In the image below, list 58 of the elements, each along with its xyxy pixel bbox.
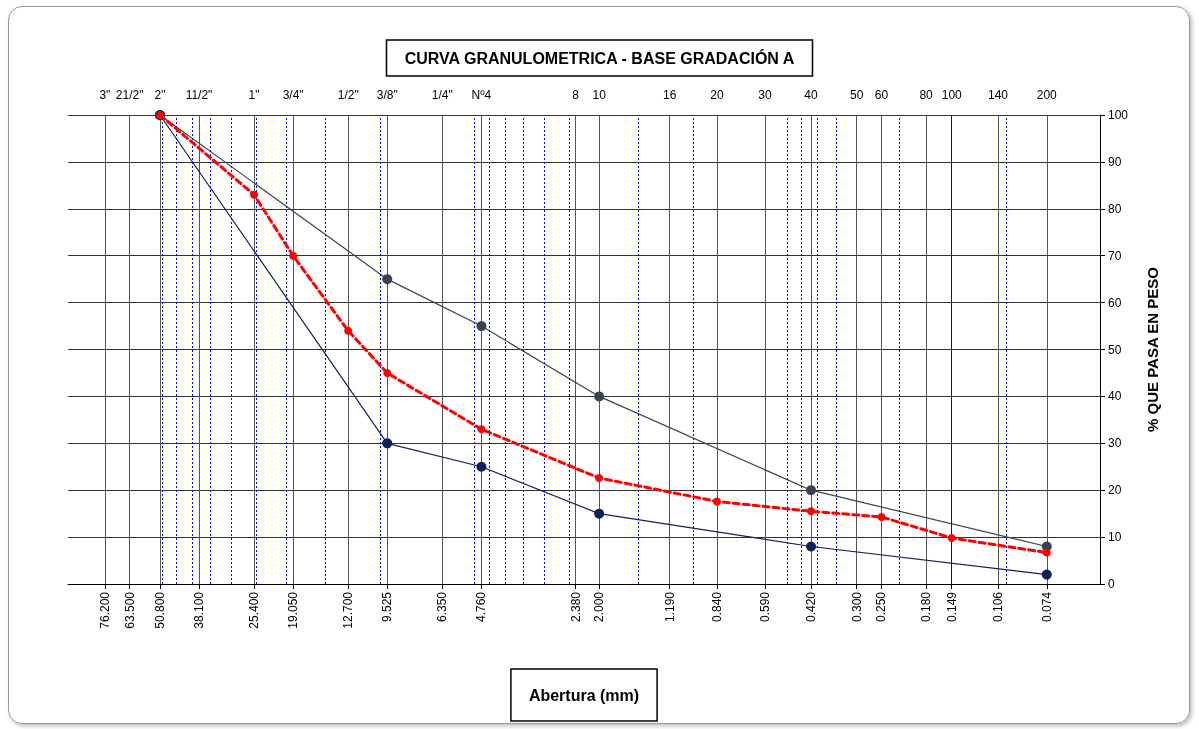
y-tick-label: 0 xyxy=(1108,577,1115,591)
text: 16 xyxy=(662,88,677,102)
y-tick-label: 20 xyxy=(1108,483,1122,498)
y-tick-label: 40 xyxy=(1108,389,1122,404)
x-tick-label: 0.250 xyxy=(874,591,889,623)
text: 50 xyxy=(850,88,864,102)
x-tick-label: 1.190 xyxy=(662,591,677,623)
text: 8 xyxy=(572,88,580,102)
x-tick-label: 19.050 xyxy=(286,591,301,629)
x-tick-label: 0.590 xyxy=(757,591,772,623)
text: 21/2" xyxy=(115,88,144,102)
y-tick-label: 50 xyxy=(1108,342,1122,357)
y-tick-label: 10 xyxy=(1108,530,1122,545)
x-tick-label: 0.149 xyxy=(944,591,959,623)
text: 30 xyxy=(758,88,772,102)
x-tick-label: 63.500 xyxy=(122,591,137,629)
text: 60 xyxy=(874,88,889,102)
y-tick-label: 60 xyxy=(1108,295,1122,310)
text: 10 xyxy=(592,88,607,102)
text: 40 xyxy=(804,88,819,102)
x-tick-label: 9.525 xyxy=(380,591,395,623)
text: 3/4" xyxy=(282,88,304,102)
y-tick-label: 100 xyxy=(1108,108,1129,122)
text: 1" xyxy=(248,88,260,102)
text: 20 xyxy=(710,88,724,102)
text: 80 xyxy=(919,88,934,102)
text: 2" xyxy=(154,88,166,102)
x-tick-label: 4.760 xyxy=(474,591,489,623)
x-tick-label: 38.100 xyxy=(192,591,207,629)
chart-title: CURVA GRANULOMETRICA - BASE GRADACIÓN A xyxy=(404,48,795,67)
x-tick-label: 2.000 xyxy=(592,591,607,623)
y-tick-label: 80 xyxy=(1108,201,1122,216)
x-tick-label: 0.106 xyxy=(990,591,1005,623)
x-tick-label: 2.380 xyxy=(568,591,583,623)
x-tick-label: 0.420 xyxy=(804,591,819,623)
x-tick-label: 12.700 xyxy=(341,591,356,629)
text: 1/2" xyxy=(337,88,359,102)
y-axis-title: % QUE PASA EN PESO xyxy=(1144,266,1161,433)
y-tick-label: 30 xyxy=(1108,436,1122,451)
x-tick-label: 0.074 xyxy=(1039,591,1054,623)
x-tick-label: 25.400 xyxy=(247,591,262,629)
x-tick-label: 76.200 xyxy=(97,591,112,629)
text: 3/8" xyxy=(376,88,398,102)
x-tick-label: 50.800 xyxy=(152,591,167,629)
y-tick-label: 70 xyxy=(1108,248,1122,263)
x-tick-label: 6.350 xyxy=(435,591,450,623)
x-axis-title: Abertura (mm) xyxy=(528,686,640,704)
text: 3" xyxy=(99,88,111,102)
x-tick-label: 0.840 xyxy=(709,591,724,623)
text: Nº4 xyxy=(471,88,492,102)
y-tick-label: 90 xyxy=(1108,154,1122,169)
text: 100 xyxy=(941,88,963,102)
x-tick-label: 0.300 xyxy=(849,591,864,623)
text: 11/2" xyxy=(185,88,213,102)
text: 1/4" xyxy=(431,88,453,102)
text: 140 xyxy=(987,88,1009,102)
x-tick-label: 0.180 xyxy=(919,591,934,623)
text: 200 xyxy=(1036,88,1058,102)
